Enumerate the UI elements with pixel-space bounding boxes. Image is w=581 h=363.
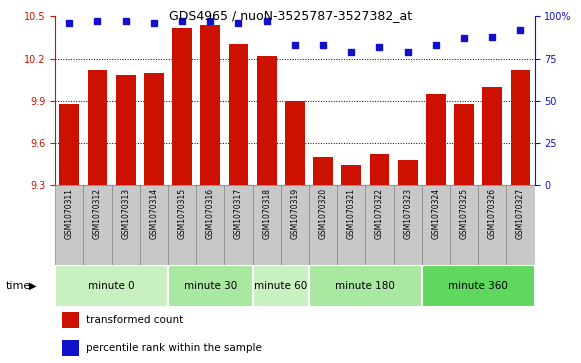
Bar (172, 28, 192, 185)
Bar (116, 76, 135, 185)
Bar (196, 185, 224, 265)
Text: ▶: ▶ (30, 281, 37, 291)
Text: GSM1070315: GSM1070315 (178, 188, 187, 238)
Text: minute 0: minute 0 (88, 281, 135, 291)
Bar (342, 166, 361, 185)
Bar (313, 157, 333, 185)
Bar (59, 103, 79, 185)
Bar (62, 340, 79, 356)
Text: GSM1070323: GSM1070323 (403, 188, 412, 238)
Bar (370, 154, 389, 185)
Bar (337, 185, 365, 265)
Bar (253, 185, 281, 265)
Text: GSM1070317: GSM1070317 (234, 188, 243, 238)
Text: GSM1070319: GSM1070319 (290, 188, 299, 238)
Bar (506, 185, 535, 265)
Bar (393, 185, 422, 265)
Text: transformed count: transformed count (87, 315, 184, 325)
Text: GSM1070320: GSM1070320 (318, 188, 328, 238)
Text: time: time (6, 281, 31, 291)
Bar (55, 265, 168, 307)
Bar (112, 185, 140, 265)
Bar (281, 185, 309, 265)
Text: GSM1070321: GSM1070321 (347, 188, 356, 238)
Text: GDS4965 / nuoN-3525787-3527382_at: GDS4965 / nuoN-3525787-3527382_at (169, 9, 412, 22)
Bar (482, 87, 502, 185)
Text: minute 360: minute 360 (448, 281, 508, 291)
Bar (309, 185, 337, 265)
Bar (88, 70, 107, 185)
Bar (62, 312, 79, 328)
Text: minute 30: minute 30 (184, 281, 237, 291)
Bar (450, 185, 478, 265)
Bar (426, 94, 446, 185)
Bar (168, 185, 196, 265)
Bar (478, 185, 506, 265)
Text: GSM1070313: GSM1070313 (121, 188, 130, 238)
Bar (228, 44, 248, 185)
Bar (454, 103, 474, 185)
Text: GSM1070318: GSM1070318 (262, 188, 271, 238)
Text: GSM1070326: GSM1070326 (487, 188, 497, 238)
Text: minute 60: minute 60 (254, 281, 307, 291)
Text: minute 180: minute 180 (335, 281, 395, 291)
Text: GSM1070324: GSM1070324 (431, 188, 440, 238)
Bar (84, 185, 112, 265)
Text: GSM1070322: GSM1070322 (375, 188, 384, 238)
Bar (365, 185, 393, 265)
Text: GSM1070312: GSM1070312 (93, 188, 102, 238)
Bar (140, 185, 168, 265)
Text: GSM1070314: GSM1070314 (149, 188, 159, 238)
Text: GSM1070327: GSM1070327 (516, 188, 525, 238)
Bar (200, 25, 220, 185)
Bar (285, 101, 304, 185)
Bar (511, 70, 530, 185)
Bar (144, 73, 164, 185)
Text: GSM1070316: GSM1070316 (206, 188, 215, 238)
Bar (55, 185, 84, 265)
Bar (422, 185, 450, 265)
Bar (398, 160, 418, 185)
Text: percentile rank within the sample: percentile rank within the sample (87, 343, 262, 353)
Bar (422, 265, 535, 307)
Text: GSM1070311: GSM1070311 (65, 188, 74, 238)
Bar (168, 265, 253, 307)
Bar (253, 265, 309, 307)
Text: GSM1070325: GSM1070325 (460, 188, 468, 238)
Bar (309, 265, 422, 307)
Bar (257, 56, 277, 185)
Bar (224, 185, 253, 265)
